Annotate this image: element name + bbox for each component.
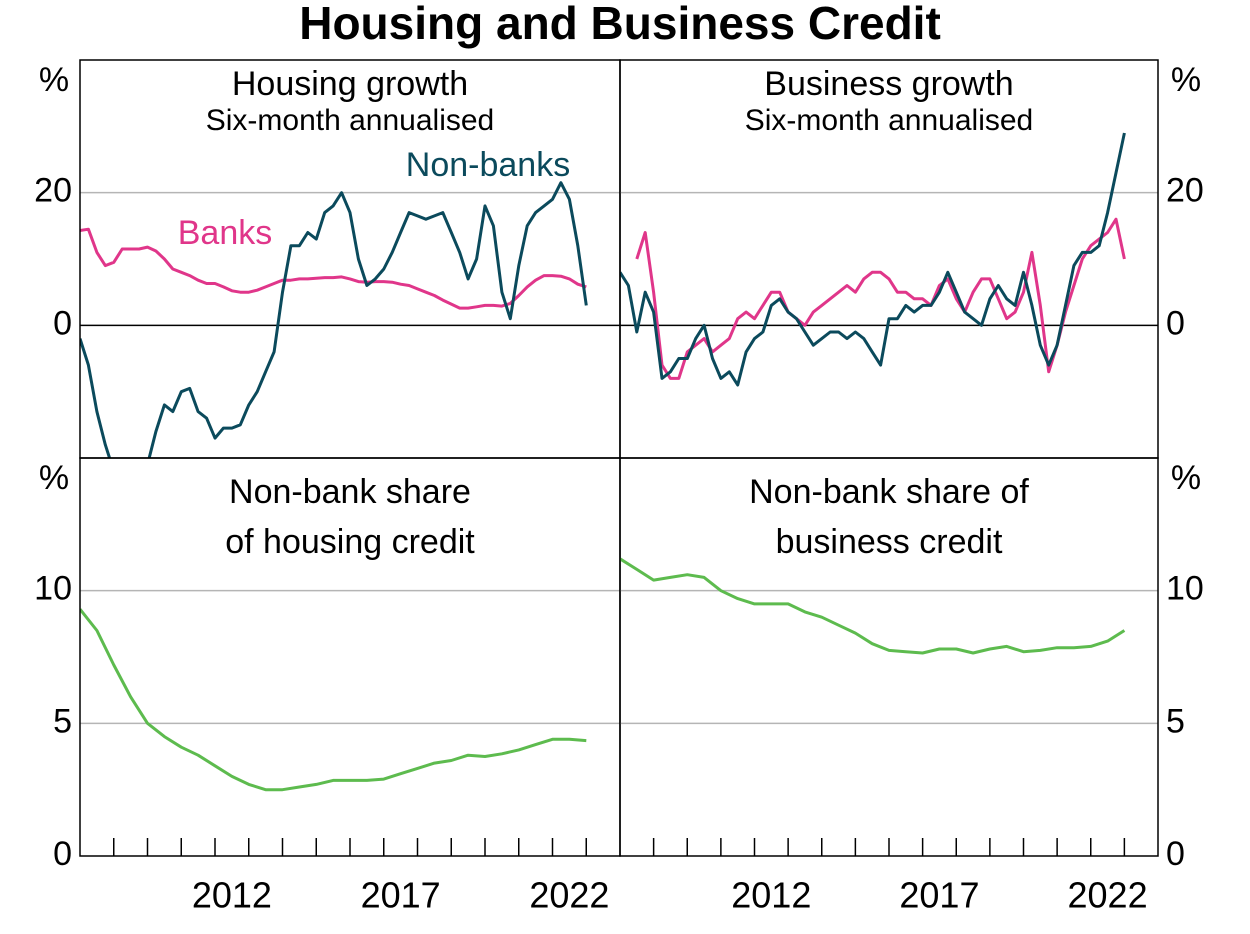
panel-title: business credit xyxy=(776,523,1003,561)
x-tick-label: 2017 xyxy=(361,875,441,916)
y-tick-label: 0 xyxy=(1166,304,1185,342)
y-tick-label: 5 xyxy=(1166,702,1185,740)
y-tick-label: 0 xyxy=(1166,835,1185,873)
panel-subtitle: Six-month annualised xyxy=(206,104,495,137)
series-line xyxy=(80,227,587,310)
series-line xyxy=(620,557,1126,655)
page-title: Housing and Business Credit xyxy=(299,0,941,49)
x-tick-label: 2022 xyxy=(529,875,609,916)
series-label: Banks xyxy=(178,214,273,252)
series-label: Non-banks xyxy=(406,146,570,184)
series-line xyxy=(620,132,1126,387)
panel-title: Business growth xyxy=(764,65,1013,103)
y-tick-label: 10 xyxy=(34,570,72,608)
y-tick-label: 0 xyxy=(53,835,72,873)
y-unit: % xyxy=(1171,459,1201,497)
panel-title: Housing growth xyxy=(232,65,468,103)
series-line xyxy=(635,217,1126,380)
y-tick-label: 20 xyxy=(1166,172,1204,210)
panel-title: Non-bank share xyxy=(229,473,471,511)
panel-title: Non-bank share of xyxy=(749,473,1029,511)
y-tick-label: 10 xyxy=(1166,570,1204,608)
y-unit: % xyxy=(1171,61,1201,99)
y-tick-label: 5 xyxy=(53,702,72,740)
panel-title: of housing credit xyxy=(225,523,475,561)
panel-frame xyxy=(79,457,621,857)
y-unit: % xyxy=(39,61,69,99)
x-tick-label: 2022 xyxy=(1068,875,1148,916)
x-tick-label: 2012 xyxy=(731,875,811,916)
panel-subtitle: Six-month annualised xyxy=(745,104,1034,137)
y-unit: % xyxy=(39,459,69,497)
x-tick-label: 2017 xyxy=(899,875,979,916)
y-tick-label: 20 xyxy=(34,172,72,210)
series-line xyxy=(80,181,588,458)
series-line xyxy=(80,608,587,792)
x-tick-label: 2012 xyxy=(192,875,272,916)
y-tick-label: 0 xyxy=(53,304,72,342)
panel-frame xyxy=(619,457,1159,857)
